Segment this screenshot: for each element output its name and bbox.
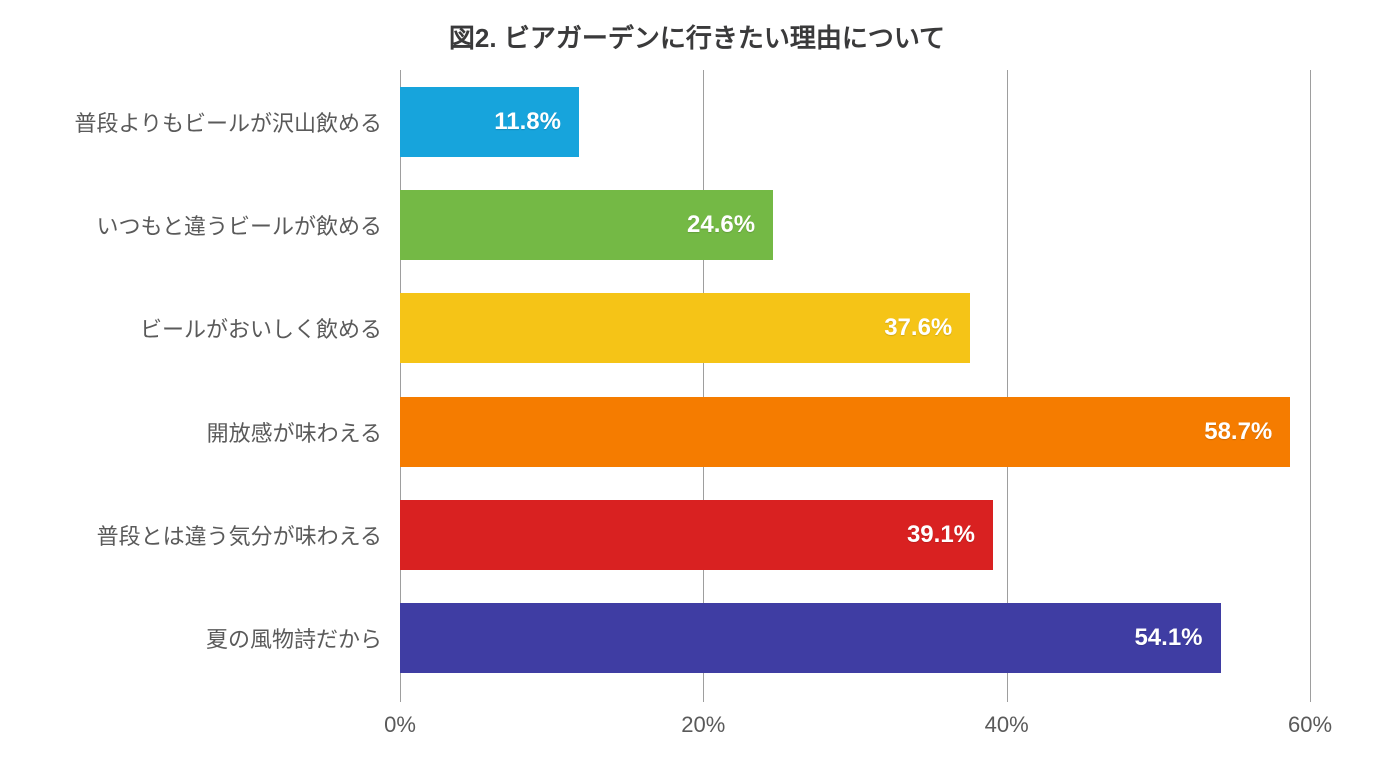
x-tick-label: 20% bbox=[681, 712, 725, 738]
y-axis-label: 普段とは違う気分が味わえる bbox=[97, 519, 382, 551]
bar: 54.1% bbox=[400, 603, 1221, 673]
bar-value-label: 24.6% bbox=[687, 211, 755, 239]
bar: 39.1% bbox=[400, 500, 993, 570]
bar-value-label: 54.1% bbox=[1134, 624, 1202, 652]
y-axis-label: 夏の風物詩だから bbox=[206, 622, 382, 654]
y-axis-label: いつもと違うビールが飲める bbox=[96, 209, 382, 241]
bar: 37.6% bbox=[400, 293, 970, 363]
bar: 58.7% bbox=[400, 397, 1290, 467]
bar-value-label: 39.1% bbox=[907, 521, 975, 549]
bar-value-label: 37.6% bbox=[884, 314, 952, 342]
bars-group: 11.8% 24.6% 37.6% 58.7% 39.1% 54.1% bbox=[400, 70, 1310, 690]
chart-container: 図2. ビアガーデンに行きたい理由について 普段よりもビールが沢山飲めるいつもと… bbox=[0, 0, 1394, 778]
y-axis-label: 普段よりもビールが沢山飲める bbox=[74, 106, 382, 138]
y-axis-label: ビールがおいしく飲める bbox=[140, 312, 382, 344]
plot-area: 11.8%24.6%37.6%58.7%39.1%54.1% 0%20%40%6… bbox=[400, 70, 1310, 690]
gridline bbox=[1310, 70, 1311, 702]
bar: 11.8% bbox=[400, 87, 579, 157]
bar-value-label: 58.7% bbox=[1204, 418, 1272, 446]
x-tick-label: 0% bbox=[384, 712, 416, 738]
x-tick-label: 60% bbox=[1288, 712, 1332, 738]
x-tick-label: 40% bbox=[985, 712, 1029, 738]
y-axis-label: 開放感が味わえる bbox=[207, 416, 382, 448]
bar: 24.6% bbox=[400, 190, 773, 260]
y-axis-labels: 普段よりもビールが沢山飲めるいつもと違うビールが飲めるビールがおいしく飲める開放… bbox=[0, 70, 382, 690]
bar-value-label: 11.8% bbox=[494, 108, 561, 136]
chart-title: 図2. ビアガーデンに行きたい理由について bbox=[0, 18, 1394, 55]
